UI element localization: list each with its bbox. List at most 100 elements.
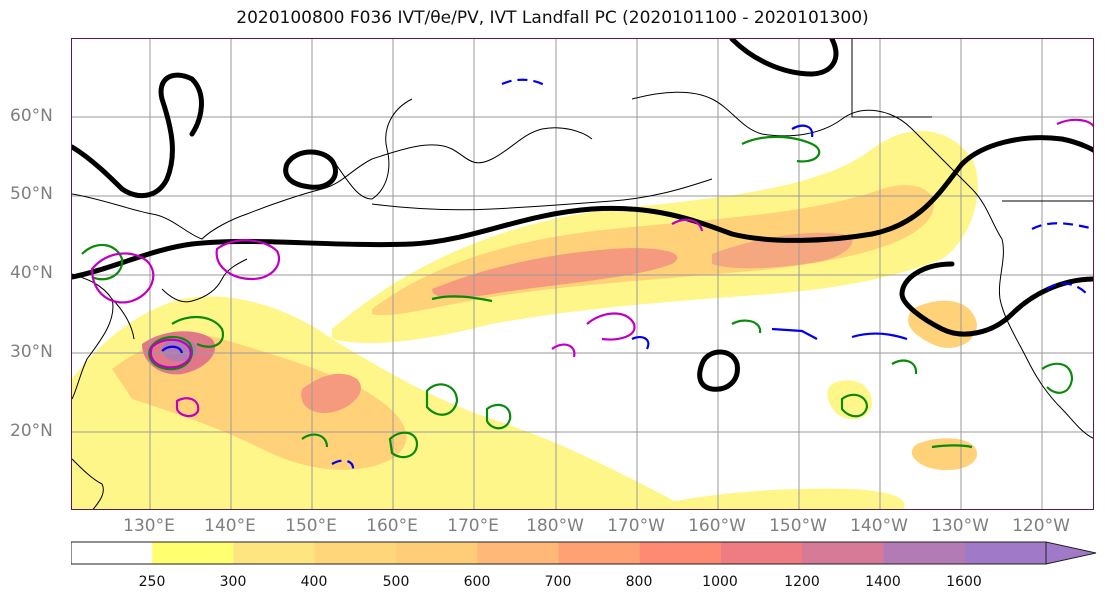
pv-green-tropic	[931, 444, 973, 449]
chart-title: 2020100800 F036 IVT/θe/PV, IVT Landfall …	[236, 8, 869, 28]
lon-label-150w: 150°W	[769, 516, 827, 536]
pv-green-east-2	[891, 359, 918, 375]
colorbar-segment-5	[477, 542, 559, 564]
border-alaska-canada	[851, 39, 932, 118]
coast-japan	[161, 258, 248, 303]
pv-magenta-typhoon	[149, 338, 192, 369]
coast-siberia	[371, 127, 593, 164]
colorbar-segment-7	[639, 542, 722, 564]
pv-magenta-small	[175, 397, 200, 418]
colorbar-segment-1	[152, 542, 234, 564]
theta-e-east-loop	[899, 261, 1093, 337]
pv-blue-center	[631, 335, 650, 350]
coast-asia-north	[72, 158, 373, 240]
lon-label-140e: 140°E	[204, 516, 256, 536]
colorbar-segment-6	[558, 542, 641, 564]
coastlines	[72, 39, 1093, 509]
pv-green-dateline	[431, 295, 493, 303]
colorbar-label-1000: 1000	[702, 574, 738, 590]
pv-green-sw	[301, 433, 329, 448]
pv-blue-typhoon	[161, 345, 184, 354]
ivt-band-high	[432, 248, 678, 298]
lat-label-30n: 30°N	[10, 342, 53, 362]
pv-magenta-east	[671, 218, 704, 232]
pv-green-coast	[1041, 362, 1074, 394]
lon-label-180w: 180°W	[526, 516, 584, 536]
colorbar-extend-arrow	[1045, 541, 1097, 565]
ivt-mid-pacific	[301, 373, 361, 413]
colorbar-segment-11	[964, 542, 1047, 564]
pv-green-typhoon	[148, 335, 193, 371]
lon-label-120w: 120°W	[1012, 516, 1070, 536]
lat-label-20n: 20°N	[10, 421, 53, 441]
colorbar-label-600: 600	[463, 574, 491, 590]
lat-label-60n: 60°N	[10, 106, 53, 126]
pv-blue-alaska	[791, 124, 814, 138]
pv-green-alaska	[741, 135, 821, 163]
pv-green-japan	[171, 316, 225, 348]
lon-label-140w: 140°W	[850, 516, 908, 536]
lon-label-170e: 170°E	[447, 516, 499, 536]
colorbar-label-1200: 1200	[784, 574, 820, 590]
pv-magenta-korea	[215, 239, 280, 281]
coast-alaska	[631, 91, 1003, 240]
colorbar-segment-10	[883, 542, 966, 564]
pv-green-contours	[81, 135, 1074, 459]
coast-kamchatka	[331, 98, 413, 200]
theta-e-northwest-contour	[72, 72, 204, 199]
ivt-shading	[72, 130, 978, 509]
colorbar-label-700: 700	[544, 574, 572, 590]
pv-blue-coast	[1031, 222, 1093, 230]
colorbar-segment-0	[71, 542, 153, 564]
pv-magenta-south	[551, 343, 576, 358]
pv-blue-east-1	[771, 327, 818, 340]
coast-philippines	[72, 458, 104, 509]
colorbar-segment-9	[802, 542, 884, 564]
theta-e-north-contour	[729, 39, 839, 77]
lat-label-40n: 40°N	[10, 263, 53, 283]
pv-magenta-asia	[90, 252, 155, 304]
colorbar-segment-3	[314, 542, 397, 564]
pv-blue-siberia	[501, 78, 548, 88]
theta-e-ring-kamchatka	[283, 149, 338, 190]
lon-label-130e: 130°E	[123, 516, 175, 536]
pv-blue-contours	[161, 78, 1093, 475]
colorbar-segment-8	[721, 542, 803, 564]
pv-blue-south	[331, 459, 355, 475]
pv-green-midpacific	[425, 383, 459, 416]
coast-west-us	[998, 238, 1093, 439]
lon-label-160e: 160°E	[366, 516, 418, 536]
colorbar-label-300: 300	[219, 574, 247, 590]
coast-aleutians	[371, 178, 713, 211]
pv-green-south-1	[388, 431, 419, 459]
map-svg	[72, 39, 1093, 509]
lon-label-160w: 160°W	[688, 516, 746, 536]
ivt-east-blob	[908, 300, 977, 348]
pv-magenta-ne	[1056, 118, 1093, 128]
colorbar-segment-2	[233, 542, 316, 564]
colorbar-label-800: 800	[625, 574, 653, 590]
colorbar-label-1400: 1400	[865, 574, 901, 590]
pv-green-east-1	[840, 393, 869, 418]
lat-label-50n: 50°N	[10, 184, 53, 204]
colorbar-label-250: 250	[138, 574, 166, 590]
colorbar-outline	[71, 541, 1047, 565]
pv-green-hawaii	[731, 319, 762, 334]
colorbar-label-1600: 1600	[946, 574, 982, 590]
pv-blue-east-2	[851, 332, 908, 341]
pv-green-south-2	[485, 403, 512, 430]
colorbar-label-500: 500	[382, 574, 410, 590]
theta-e-hawaii-ring	[697, 349, 740, 392]
map-panel	[71, 38, 1094, 510]
graticule	[72, 39, 1093, 509]
ivt-south-strip	[639, 488, 905, 509]
colorbar-segments	[71, 542, 1047, 564]
pv-blue-coast-2	[1046, 282, 1088, 295]
colorbar-label-400: 400	[300, 574, 328, 590]
pv-magenta-center	[586, 312, 636, 341]
colorbar-segment-4	[396, 542, 478, 564]
pv-green-asia	[81, 243, 124, 281]
lon-label-130w: 130°W	[931, 516, 989, 536]
lon-label-150e: 150°E	[285, 516, 337, 536]
ivt-se-blob	[911, 438, 977, 471]
